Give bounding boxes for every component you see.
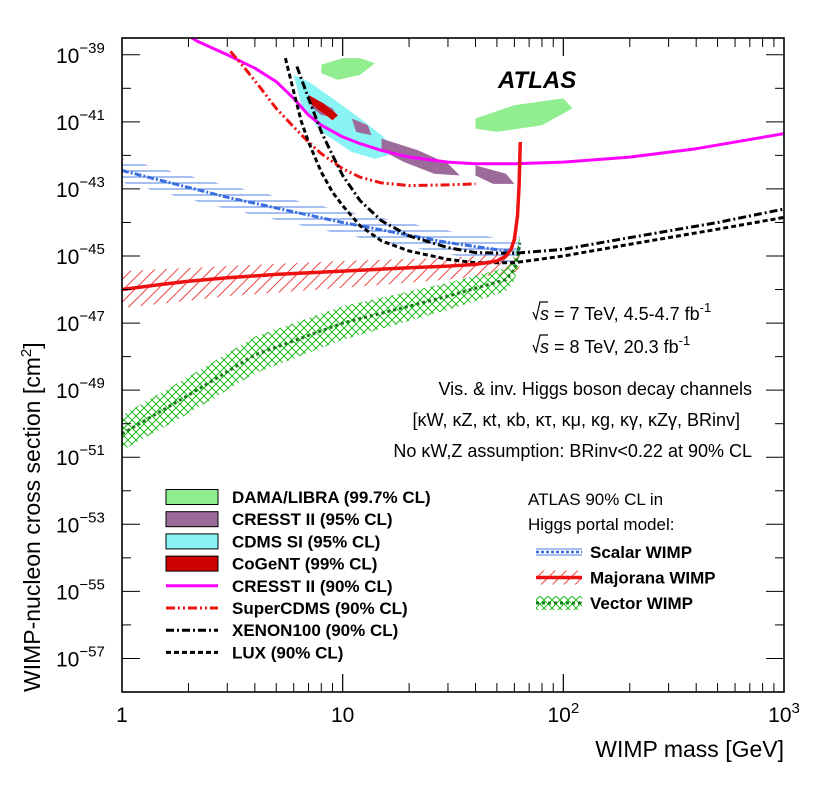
energy-8tev-label: s = 8 TeV, 20.3 fb-1: [540, 333, 690, 357]
y-tick-label: 10−41: [56, 107, 105, 135]
y-tick-label-base: 10: [56, 380, 79, 403]
y-tick-label-base: 10: [56, 246, 79, 269]
channels-label: Vis. & inv. Higgs boson decay channels: [438, 379, 752, 399]
legend-right-title-2: Higgs portal model:: [528, 515, 674, 534]
curve-majorana-wimp: [122, 141, 523, 292]
x-tick-label-exp: 3: [792, 700, 800, 717]
legend-swatch-cdms-si-95-cl: [165, 533, 219, 550]
region-cogent-99-cl-1: [308, 95, 338, 121]
y-tick-label-base: 10: [56, 179, 79, 202]
y-tick-label: 10−55: [56, 576, 105, 604]
region-dama-libra-99-7-cl-1: [321, 58, 375, 80]
x-tick-label: 10: [331, 704, 354, 727]
axis-ticks: [121, 38, 785, 693]
y-tick-label: 10−57: [56, 643, 105, 671]
y-tick-label-base: 10: [56, 112, 79, 135]
legend-swatch-vector-wimp: [536, 596, 582, 610]
region-cdms-si-95-cl-1: [293, 74, 399, 159]
legend-label-lux-90-cl: LUX (90% CL): [232, 643, 343, 662]
y-tick-label-base: 10: [56, 45, 79, 68]
y-tick-label: 10−39: [56, 40, 105, 68]
y-tick-label-base: 10: [56, 581, 79, 604]
y-tick-label-exp: −51: [79, 442, 104, 459]
curve-lux-90-cl: [283, 57, 784, 265]
y-tick-label-base: 10: [56, 514, 79, 537]
y-axis-title-main: WIMP-nucleon cross section [cm: [19, 357, 45, 692]
energy-7tev-label: s = 7 TeV, 4.5-4.7 fb-1: [540, 300, 711, 324]
y-tick-label-exp: −41: [79, 107, 104, 124]
legend-label-majorana-wimp: Majorana WIMP: [590, 569, 716, 588]
region-cresst-ii-95-cl-4: [475, 165, 515, 184]
y-tick-label: 10−51: [56, 442, 105, 470]
energy-annotations: s = 7 TeV, 4.5-4.7 fb-1 s = 8 TeV, 20.3 …: [393, 300, 752, 461]
y-tick-label-exp: −55: [79, 576, 104, 593]
y-axis-title: WIMP-nucleon cross section [cm2]: [18, 342, 45, 692]
legend-label-dama-libra-99-7-cl: DAMA/LIBRA (99.7% CL): [232, 488, 431, 507]
energy-7tev-s: s: [540, 304, 549, 324]
x-tick-label: 103: [768, 700, 800, 727]
legend-label-xenon100-90-cl: XENON100 (90% CL): [232, 621, 398, 640]
legend-label-vector-wimp: Vector WIMP: [590, 594, 693, 613]
y-tick-label-exp: −57: [79, 643, 104, 660]
legend-label-cresst-ii-90-cl: CRESST II (90% CL): [232, 577, 393, 596]
y-tick-label-exp: −43: [79, 174, 104, 191]
legend-label-scalar-wimp: Scalar WIMP: [590, 543, 692, 562]
y-tick-label: 10−49: [56, 375, 105, 403]
y-tick-label-exp: −45: [79, 241, 104, 258]
legend-right: ATLAS 90% CL in Higgs portal model: Scal…: [528, 490, 716, 613]
kappa-label: [κW, κZ, κt, κb, κτ, κμ, κg, κγ, κZγ, BR…: [412, 410, 740, 430]
plot-frame: [121, 37, 785, 693]
x-tick-label: 102: [547, 700, 579, 727]
x-tick-label-base: 10: [768, 704, 791, 727]
y-tick-label-exp: −47: [79, 308, 104, 325]
x-axis-title: WIMP mass [GeV]: [595, 736, 784, 762]
energy-7tev-text: = 7 TeV, 4.5-4.7 fb: [549, 304, 700, 324]
plot-area: [122, 38, 784, 451]
y-tick-label: 10−47: [56, 308, 105, 336]
y-tick-label: 10−43: [56, 174, 105, 202]
axis-tick-labels: 1 10 102 10310−3910−4110−4310−4510−4710−491…: [56, 40, 800, 727]
legend-swatch-dama-libra-99-7-cl: [165, 489, 219, 505]
legend-right-title-1: ATLAS 90% CL in: [528, 490, 663, 509]
legend-label-cdms-si-95-cl: CDMS SI (95% CL): [232, 532, 380, 551]
x-tick-label: 1: [116, 704, 128, 727]
legend-swatch-cresst-ii-95-cl: [165, 511, 219, 528]
y-tick-label: 10−53: [56, 509, 105, 537]
x-tick-label-base: 10: [547, 704, 570, 727]
legend-left: DAMA/LIBRA (99.7% CL) CRESST II (95% CL) C…: [165, 488, 431, 662]
region-dama-libra-99-7-cl-2: [475, 98, 573, 132]
y-tick-label-base: 10: [56, 648, 79, 671]
legend-label-cogent-99-cl: CoGeNT (99% CL): [232, 555, 377, 574]
sqrt-symbol-7tev: [532, 301, 548, 321]
y-axis-title-sup: 2: [18, 349, 35, 357]
energy-8tev-sup: -1: [679, 333, 691, 348]
energy-8tev-text: = 8 TeV, 20.3 fb: [549, 337, 679, 357]
legend-label-cresst-ii-95-cl: CRESST II (95% CL): [232, 510, 393, 529]
x-tick-label-exp: 2: [571, 700, 579, 717]
band-vector-wimp: [122, 232, 520, 451]
legend-label-supercdms-90-cl: SuperCDMS (90% CL): [232, 599, 408, 618]
legend-swatch-cogent-99-cl: [165, 555, 219, 572]
y-tick-label-exp: −39: [79, 40, 104, 57]
assumption-label: No κW,Z assumption: BRinv<0.22 at 90% CL: [393, 441, 752, 461]
y-axis-title-end: ]: [19, 342, 45, 348]
curve-xenon100-90-cl: [295, 65, 784, 255]
energy-8tev-s: s: [540, 337, 549, 357]
curve-cresst-ii-90-cl: [189, 38, 784, 166]
atlas-label: ATLAS: [497, 67, 576, 94]
y-tick-label-exp: −49: [79, 375, 104, 392]
y-tick-label-exp: −53: [79, 509, 104, 526]
y-tick-label-base: 10: [56, 447, 79, 470]
y-tick-label-base: 10: [56, 313, 79, 336]
curve-supercdms-90-cl: [229, 50, 476, 188]
region-cresst-ii-95-cl-3: [381, 138, 460, 176]
energy-7tev-sup: -1: [700, 300, 712, 315]
band-vector-wimp-central: [122, 242, 522, 436]
y-tick-label: 10−45: [56, 241, 105, 269]
region-cresst-ii-95-cl-2: [351, 118, 372, 136]
sqrt-symbol-8tev: [532, 334, 548, 354]
